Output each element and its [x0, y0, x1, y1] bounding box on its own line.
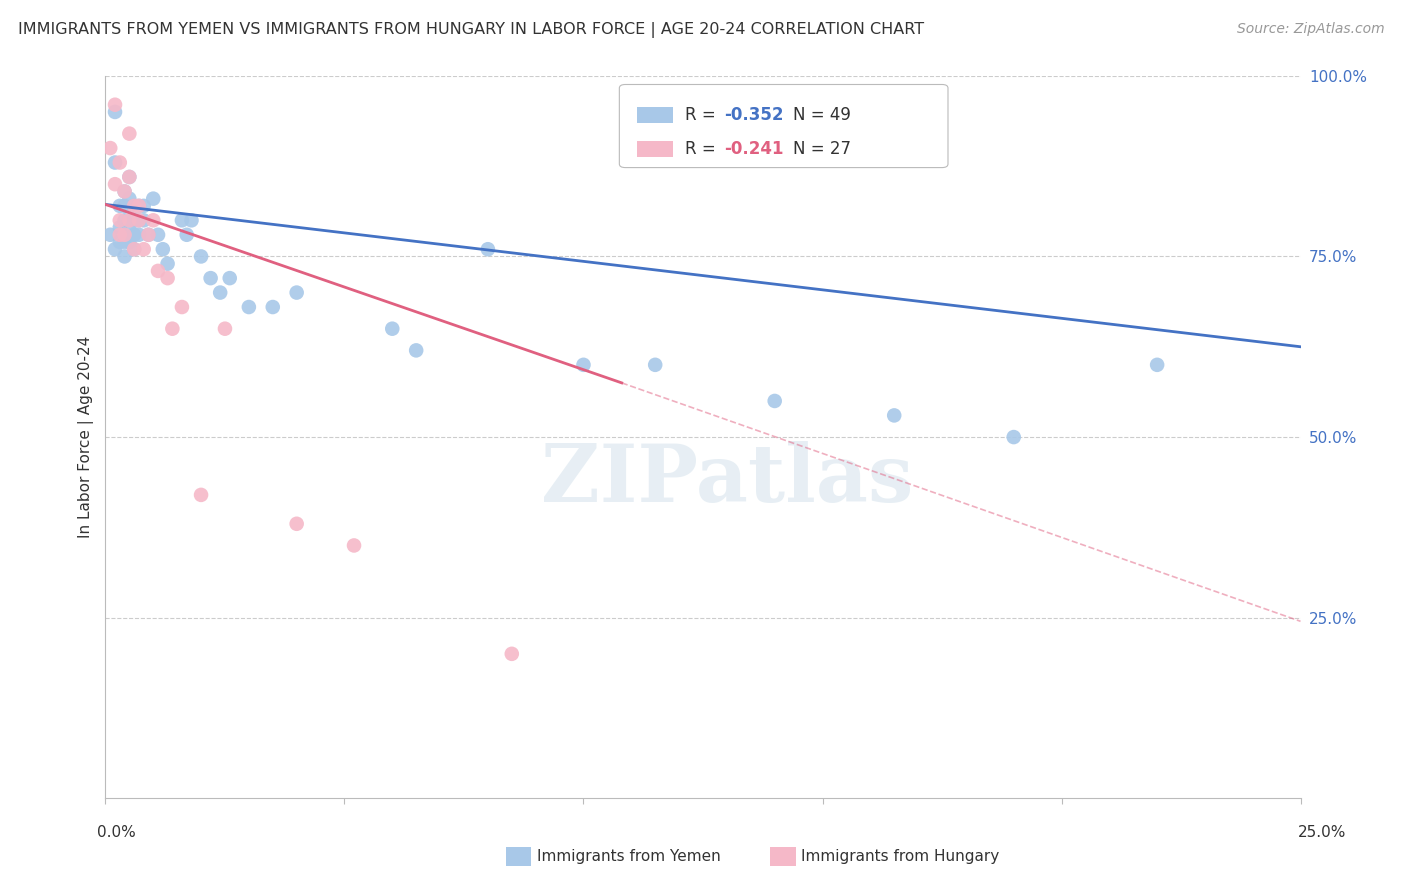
Point — [118, 192, 141, 206]
Point — [108, 199, 131, 213]
Point — [180, 213, 202, 227]
Point — [108, 235, 131, 249]
Point — [122, 199, 145, 213]
Point — [142, 192, 165, 206]
Point — [128, 199, 150, 213]
Point — [1002, 430, 1025, 444]
Point — [108, 220, 131, 235]
Point — [176, 227, 198, 242]
Point — [162, 321, 184, 335]
Point — [238, 300, 260, 314]
Point — [170, 213, 193, 227]
Point — [118, 169, 141, 184]
Point — [114, 199, 136, 213]
Point — [381, 321, 404, 335]
Point — [644, 358, 666, 372]
Point — [108, 213, 131, 227]
Point — [152, 242, 174, 256]
FancyBboxPatch shape — [637, 141, 673, 157]
Point — [142, 213, 165, 227]
Point — [118, 213, 141, 227]
Point — [156, 271, 179, 285]
Point — [114, 185, 136, 199]
Point — [343, 539, 366, 553]
Point — [104, 105, 127, 120]
Text: R =: R = — [685, 140, 721, 158]
Point — [114, 249, 136, 264]
Point — [190, 488, 212, 502]
Point — [285, 516, 308, 531]
Point — [262, 300, 284, 314]
Text: ZIPatlas: ZIPatlas — [541, 442, 912, 519]
Text: N = 27: N = 27 — [793, 140, 851, 158]
Point — [118, 235, 141, 249]
Point — [118, 169, 141, 184]
Text: N = 49: N = 49 — [793, 105, 851, 124]
Point — [883, 409, 905, 423]
Point — [128, 213, 150, 227]
Point — [122, 242, 145, 256]
Point — [572, 358, 595, 372]
Point — [190, 249, 212, 264]
Point — [218, 271, 240, 285]
Point — [501, 647, 523, 661]
Point — [156, 257, 179, 271]
Point — [170, 300, 193, 314]
Point — [122, 213, 145, 227]
Point — [108, 155, 131, 169]
Point — [114, 227, 136, 242]
Point — [138, 227, 160, 242]
Point — [104, 155, 127, 169]
Text: R =: R = — [685, 105, 721, 124]
Point — [118, 220, 141, 235]
Point — [104, 177, 127, 192]
Text: 25.0%: 25.0% — [1298, 825, 1346, 839]
Text: Immigrants from Hungary: Immigrants from Hungary — [801, 849, 1000, 863]
Text: -0.241: -0.241 — [724, 140, 785, 158]
Point — [98, 141, 121, 155]
Point — [132, 213, 155, 227]
Text: Immigrants from Yemen: Immigrants from Yemen — [537, 849, 721, 863]
Text: IMMIGRANTS FROM YEMEN VS IMMIGRANTS FROM HUNGARY IN LABOR FORCE | AGE 20-24 CORR: IMMIGRANTS FROM YEMEN VS IMMIGRANTS FROM… — [18, 22, 924, 38]
Point — [405, 343, 427, 358]
Point — [477, 242, 499, 256]
Point — [122, 227, 145, 242]
Point — [118, 127, 141, 141]
Point — [132, 199, 155, 213]
Point — [132, 242, 155, 256]
Text: 0.0%: 0.0% — [97, 825, 136, 839]
FancyBboxPatch shape — [637, 107, 673, 122]
Point — [128, 227, 150, 242]
Point — [114, 235, 136, 249]
Point — [128, 213, 150, 227]
Text: -0.352: -0.352 — [724, 105, 785, 124]
Point — [200, 271, 222, 285]
Point — [128, 199, 150, 213]
Point — [104, 97, 127, 112]
Point — [146, 264, 169, 278]
Point — [104, 242, 127, 256]
Point — [285, 285, 308, 300]
Point — [122, 199, 145, 213]
Point — [146, 227, 169, 242]
FancyBboxPatch shape — [619, 85, 948, 168]
Point — [114, 185, 136, 199]
Point — [122, 242, 145, 256]
Point — [138, 227, 160, 242]
Point — [214, 321, 236, 335]
Point — [114, 213, 136, 227]
Point — [763, 393, 786, 408]
Text: Source: ZipAtlas.com: Source: ZipAtlas.com — [1237, 22, 1385, 37]
Point — [209, 285, 232, 300]
Point — [98, 227, 121, 242]
Y-axis label: In Labor Force | Age 20-24: In Labor Force | Age 20-24 — [79, 336, 94, 538]
Point — [1146, 358, 1168, 372]
Point — [108, 227, 131, 242]
